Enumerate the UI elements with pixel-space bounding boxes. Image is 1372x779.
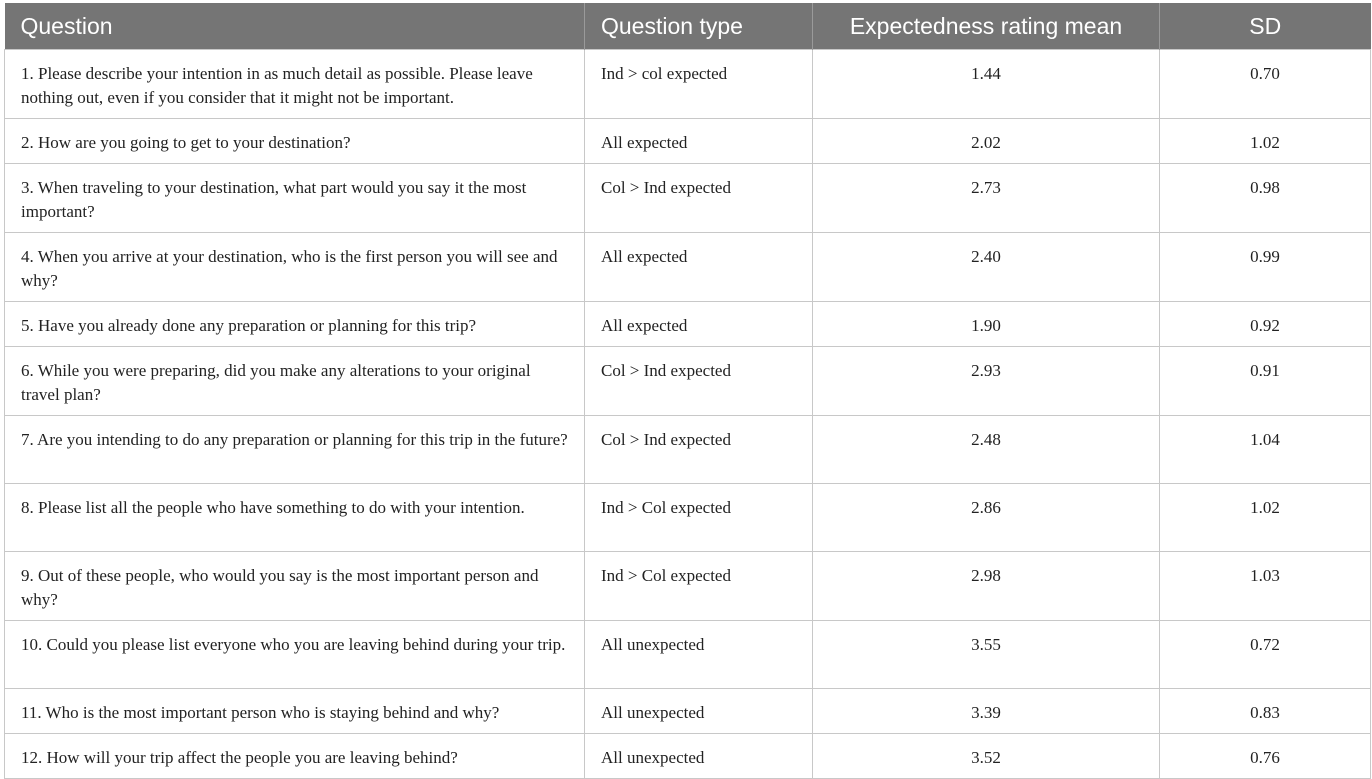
questions-table: Question Question type Expectedness rati… [4, 3, 1371, 779]
table-row: 5. Have you already done any preparation… [4, 300, 1371, 347]
mean-cell: 3.55 [812, 619, 1160, 689]
table-row: 6. While you were preparing, did you mak… [4, 345, 1371, 416]
question-cell: 4. When you arrive at your destination, … [4, 231, 585, 302]
question-type-cell: All expected [584, 117, 813, 164]
header-sd: SD [1159, 3, 1371, 49]
mean-cell: 2.93 [812, 345, 1160, 416]
question-cell: 5. Have you already done any preparation… [4, 300, 585, 347]
sd-cell: 0.91 [1159, 345, 1371, 416]
mean-cell: 3.52 [812, 732, 1160, 779]
table-row: 12. How will your trip affect the people… [4, 732, 1371, 779]
sd-cell: 0.76 [1159, 732, 1371, 779]
mean-cell: 1.90 [812, 300, 1160, 347]
sd-cell: 0.70 [1159, 48, 1371, 119]
question-cell: 2. How are you going to get to your dest… [4, 117, 585, 164]
question-cell: 10. Could you please list everyone who y… [4, 619, 585, 689]
question-type-cell: All unexpected [584, 619, 813, 689]
question-type-cell: Ind > Col expected [584, 550, 813, 621]
question-cell: 9. Out of these people, who would you sa… [4, 550, 585, 621]
sd-cell: 0.83 [1159, 687, 1371, 734]
mean-cell: 1.44 [812, 48, 1160, 119]
question-cell: 12. How will your trip affect the people… [4, 732, 585, 779]
question-cell: 8. Please list all the people who have s… [4, 482, 585, 552]
sd-cell: 1.02 [1159, 117, 1371, 164]
sd-cell: 0.72 [1159, 619, 1371, 689]
table-row: 8. Please list all the people who have s… [4, 482, 1371, 552]
table-row: 9. Out of these people, who would you sa… [4, 550, 1371, 621]
question-cell: 1. Please describe your intention in as … [4, 48, 585, 119]
table-header-row: Question Question type Expectedness rati… [4, 3, 1371, 49]
question-cell: 11. Who is the most important person who… [4, 687, 585, 734]
question-cell: 7. Are you intending to do any preparati… [4, 414, 585, 484]
mean-cell: 2.02 [812, 117, 1160, 164]
question-type-cell: Col > Ind expected [584, 414, 813, 484]
sd-cell: 1.04 [1159, 414, 1371, 484]
question-type-cell: All unexpected [584, 687, 813, 734]
question-type-cell: All expected [584, 231, 813, 302]
table-row: 11. Who is the most important person who… [4, 687, 1371, 734]
table-row: 1. Please describe your intention in as … [4, 48, 1371, 119]
sd-cell: 1.03 [1159, 550, 1371, 621]
table-row: 3. When traveling to your destination, w… [4, 162, 1371, 233]
question-type-cell: Col > Ind expected [584, 162, 813, 233]
question-cell: 6. While you were preparing, did you mak… [4, 345, 585, 416]
sd-cell: 1.02 [1159, 482, 1371, 552]
mean-cell: 2.98 [812, 550, 1160, 621]
header-expectedness-mean: Expectedness rating mean [812, 3, 1160, 49]
mean-cell: 2.86 [812, 482, 1160, 552]
mean-cell: 2.40 [812, 231, 1160, 302]
sd-cell: 0.92 [1159, 300, 1371, 347]
table-row: 2. How are you going to get to your dest… [4, 117, 1371, 164]
header-question-type: Question type [584, 3, 813, 49]
question-cell: 3. When traveling to your destination, w… [4, 162, 585, 233]
header-question: Question [20, 12, 113, 39]
table-row: 10. Could you please list everyone who y… [4, 619, 1371, 689]
mean-cell: 3.39 [812, 687, 1160, 734]
table-row: 7. Are you intending to do any preparati… [4, 414, 1371, 484]
question-type-cell: All expected [584, 300, 813, 347]
question-type-cell: Col > Ind expected [584, 345, 813, 416]
question-type-cell: All unexpected [584, 732, 813, 779]
question-type-cell: Ind > Col expected [584, 482, 813, 552]
table-row: 4. When you arrive at your destination, … [4, 231, 1371, 302]
mean-cell: 2.73 [812, 162, 1160, 233]
question-type-cell: Ind > col expected [584, 48, 813, 119]
sd-cell: 0.99 [1159, 231, 1371, 302]
mean-cell: 2.48 [812, 414, 1160, 484]
sd-cell: 0.98 [1159, 162, 1371, 233]
